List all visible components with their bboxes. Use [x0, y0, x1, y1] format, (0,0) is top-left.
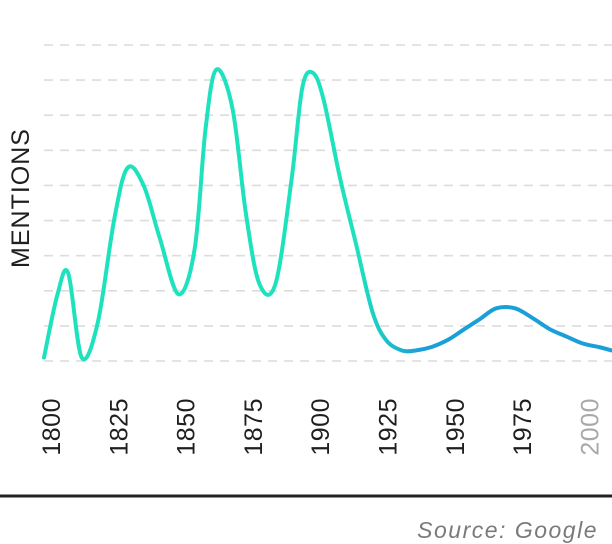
x-tick-label: 1900 — [307, 398, 335, 456]
x-axis-ticks: 1800 1825 1850 1875 1900 1925 1950 1975 2000 — [38, 398, 604, 456]
x-tick-label: 1875 — [240, 398, 268, 456]
x-tick-label: 1975 — [509, 398, 537, 456]
y-axis-title: MENTIONS — [7, 128, 35, 268]
x-tick-label: 2000 — [576, 398, 604, 456]
source-credit: Source: Google — [417, 517, 598, 543]
x-tick-label: 1825 — [105, 398, 133, 456]
mentions-series-line — [42, 67, 612, 362]
x-tick-label: 1925 — [375, 398, 403, 456]
x-tick-label: 1850 — [173, 398, 201, 456]
x-tick-label: 1800 — [38, 398, 66, 456]
x-tick-label: 1950 — [442, 398, 470, 456]
